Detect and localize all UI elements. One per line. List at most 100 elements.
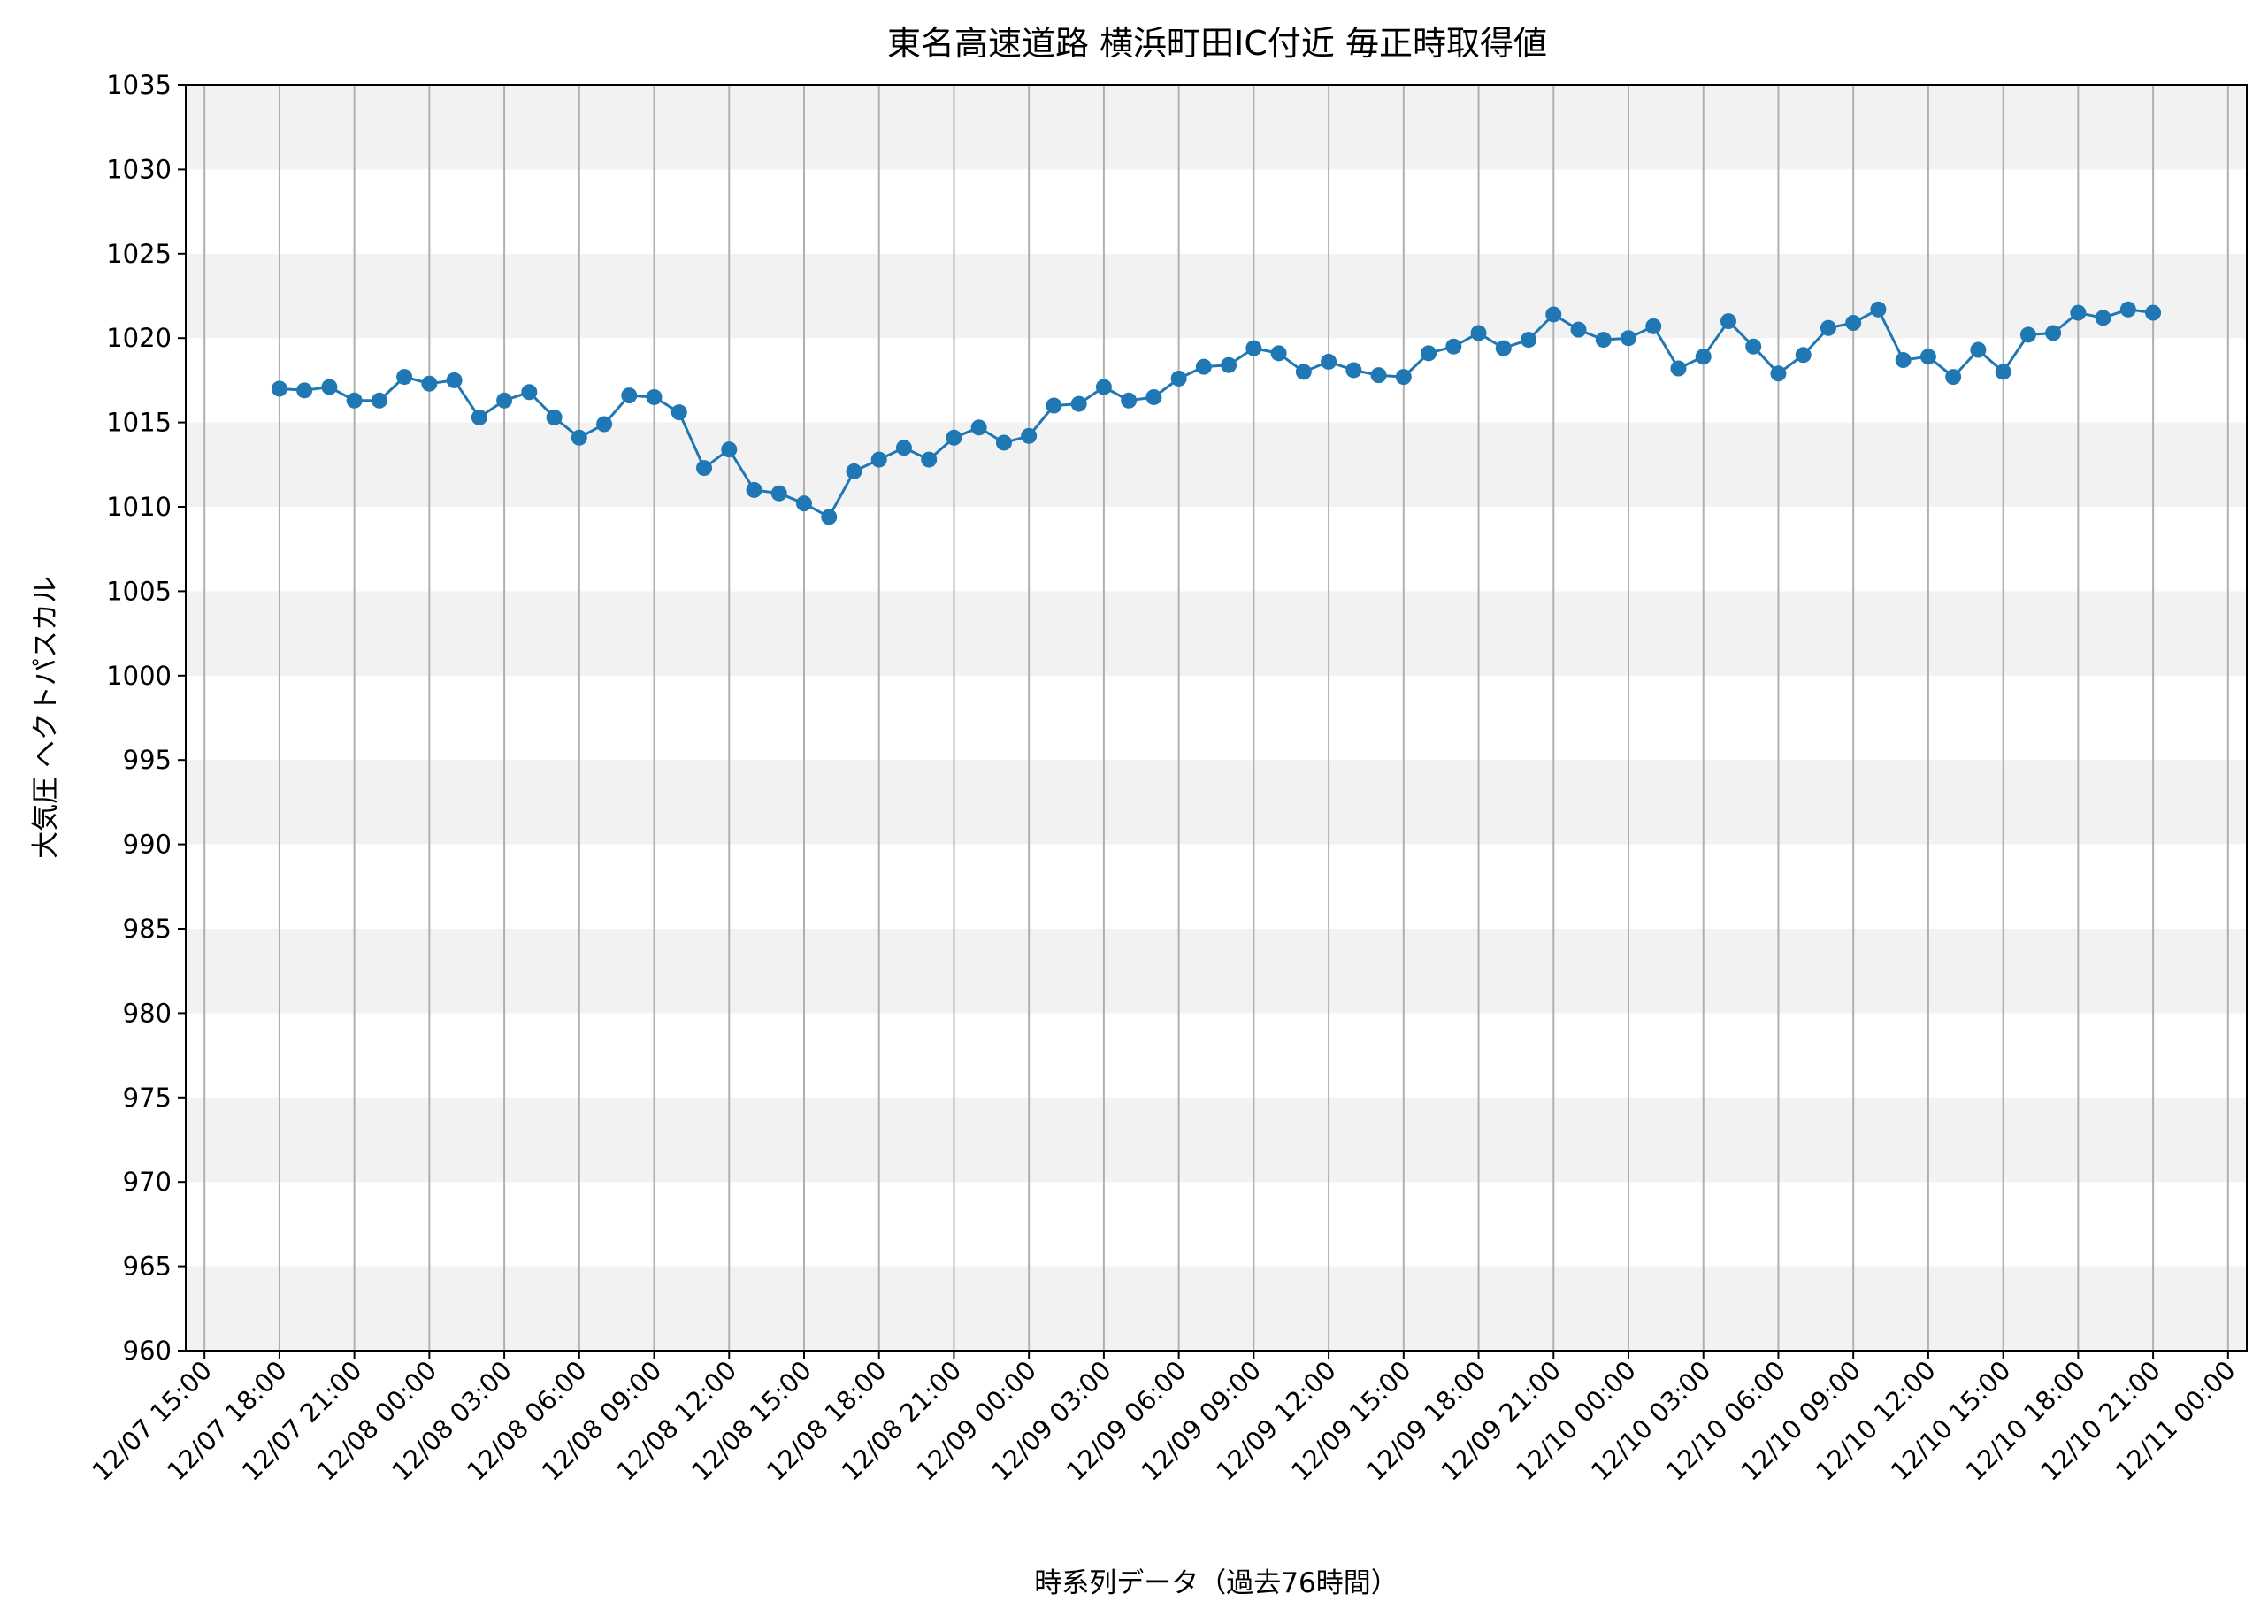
background-bands bbox=[186, 85, 2247, 1351]
data-point bbox=[2019, 326, 2036, 343]
y-tick-label: 975 bbox=[123, 1083, 172, 1113]
data-point bbox=[696, 460, 713, 477]
data-point bbox=[721, 441, 738, 458]
data-point bbox=[1945, 369, 1962, 386]
background-band bbox=[186, 169, 2247, 254]
data-point bbox=[1570, 321, 1587, 338]
data-point bbox=[321, 379, 338, 395]
data-point bbox=[1695, 349, 1712, 365]
data-point bbox=[846, 463, 862, 479]
data-point bbox=[770, 485, 787, 502]
background-band bbox=[186, 338, 2247, 423]
data-point bbox=[895, 440, 912, 456]
data-point bbox=[346, 392, 363, 409]
y-tick-label: 980 bbox=[123, 998, 172, 1028]
data-point bbox=[1970, 341, 1987, 358]
data-point bbox=[1720, 313, 1736, 330]
data-point bbox=[670, 404, 687, 421]
y-tick-label: 990 bbox=[123, 830, 172, 860]
y-tick-label: 1000 bbox=[106, 661, 172, 691]
data-point bbox=[946, 429, 962, 446]
data-point bbox=[2070, 304, 2087, 321]
y-tick-label: 1030 bbox=[106, 154, 172, 184]
data-point bbox=[1521, 332, 1537, 349]
data-point bbox=[746, 481, 762, 498]
data-point bbox=[1621, 330, 1636, 347]
data-point bbox=[596, 416, 613, 433]
data-point bbox=[1495, 340, 1512, 356]
data-point bbox=[296, 382, 313, 399]
data-point bbox=[1070, 395, 1087, 412]
data-series bbox=[271, 301, 2162, 525]
data-point bbox=[1321, 353, 1337, 370]
data-point bbox=[1395, 369, 1412, 386]
data-point bbox=[1145, 388, 1162, 405]
data-point bbox=[1870, 301, 1887, 318]
data-point bbox=[2119, 301, 2136, 318]
data-point bbox=[546, 409, 563, 425]
data-point bbox=[421, 375, 438, 392]
background-band bbox=[186, 1182, 2247, 1267]
y-tick-label: 1025 bbox=[106, 239, 172, 269]
background-band bbox=[186, 929, 2247, 1014]
y-tick-label: 1005 bbox=[106, 576, 172, 606]
data-point bbox=[271, 380, 287, 397]
data-point bbox=[995, 434, 1012, 451]
data-point bbox=[1845, 315, 1862, 332]
background-band bbox=[186, 253, 2247, 339]
data-point bbox=[1345, 362, 1362, 379]
data-point bbox=[1770, 365, 1787, 382]
data-point bbox=[1895, 352, 1912, 369]
data-point bbox=[1995, 364, 2011, 380]
data-point bbox=[2145, 304, 2162, 321]
background-band bbox=[186, 85, 2247, 170]
data-point bbox=[1270, 345, 1287, 362]
data-point bbox=[1245, 340, 1262, 356]
data-point bbox=[2095, 310, 2111, 326]
data-point bbox=[621, 387, 638, 404]
data-point bbox=[796, 495, 812, 512]
data-point bbox=[1919, 349, 1936, 365]
data-point bbox=[1820, 319, 1836, 336]
data-point bbox=[1370, 367, 1387, 384]
data-point bbox=[1295, 364, 1312, 380]
data-point bbox=[821, 509, 838, 525]
background-band bbox=[186, 1013, 2247, 1098]
background-band bbox=[186, 675, 2247, 761]
data-point bbox=[1795, 347, 1812, 364]
data-point bbox=[921, 451, 938, 468]
y-tick-label: 970 bbox=[123, 1167, 172, 1197]
background-band bbox=[186, 507, 2247, 592]
data-point bbox=[446, 372, 463, 388]
series-line bbox=[279, 308, 2154, 518]
y-tick-label: 960 bbox=[123, 1336, 172, 1366]
data-point bbox=[1221, 356, 1237, 373]
data-point bbox=[1745, 338, 1762, 355]
y-axis-label: 大気圧 ヘクトパスカル bbox=[30, 576, 62, 859]
x-axis-label: 時系列データ（過去76時間） bbox=[1034, 1567, 1398, 1599]
data-point bbox=[646, 388, 663, 405]
y-tick-label: 995 bbox=[123, 745, 172, 775]
background-band bbox=[186, 422, 2247, 507]
background-band bbox=[186, 1266, 2247, 1351]
background-band bbox=[186, 760, 2247, 845]
data-point bbox=[571, 429, 587, 446]
plot-frame bbox=[185, 84, 2248, 1352]
data-point bbox=[1095, 379, 1112, 395]
y-tick-label: 1020 bbox=[106, 323, 172, 353]
data-point bbox=[970, 419, 987, 436]
data-point bbox=[1195, 358, 1212, 375]
data-point bbox=[1121, 392, 1138, 409]
y-tick-label: 1035 bbox=[106, 70, 172, 100]
data-point bbox=[1645, 318, 1662, 334]
data-point bbox=[1545, 306, 1562, 323]
data-point bbox=[396, 369, 413, 386]
y-tick-label: 1010 bbox=[106, 492, 172, 522]
background-band bbox=[186, 1097, 2247, 1183]
y-axis-ticks: 960 965 970 975 980 985 990 995 1000 1005 1010 1015… bbox=[106, 70, 186, 1366]
background-band bbox=[186, 844, 2247, 929]
chart-title: 東名高速道路 横浜町田IC付近 毎正時取得値 bbox=[887, 24, 1547, 63]
data-point bbox=[371, 392, 387, 409]
data-point bbox=[1170, 370, 1187, 387]
